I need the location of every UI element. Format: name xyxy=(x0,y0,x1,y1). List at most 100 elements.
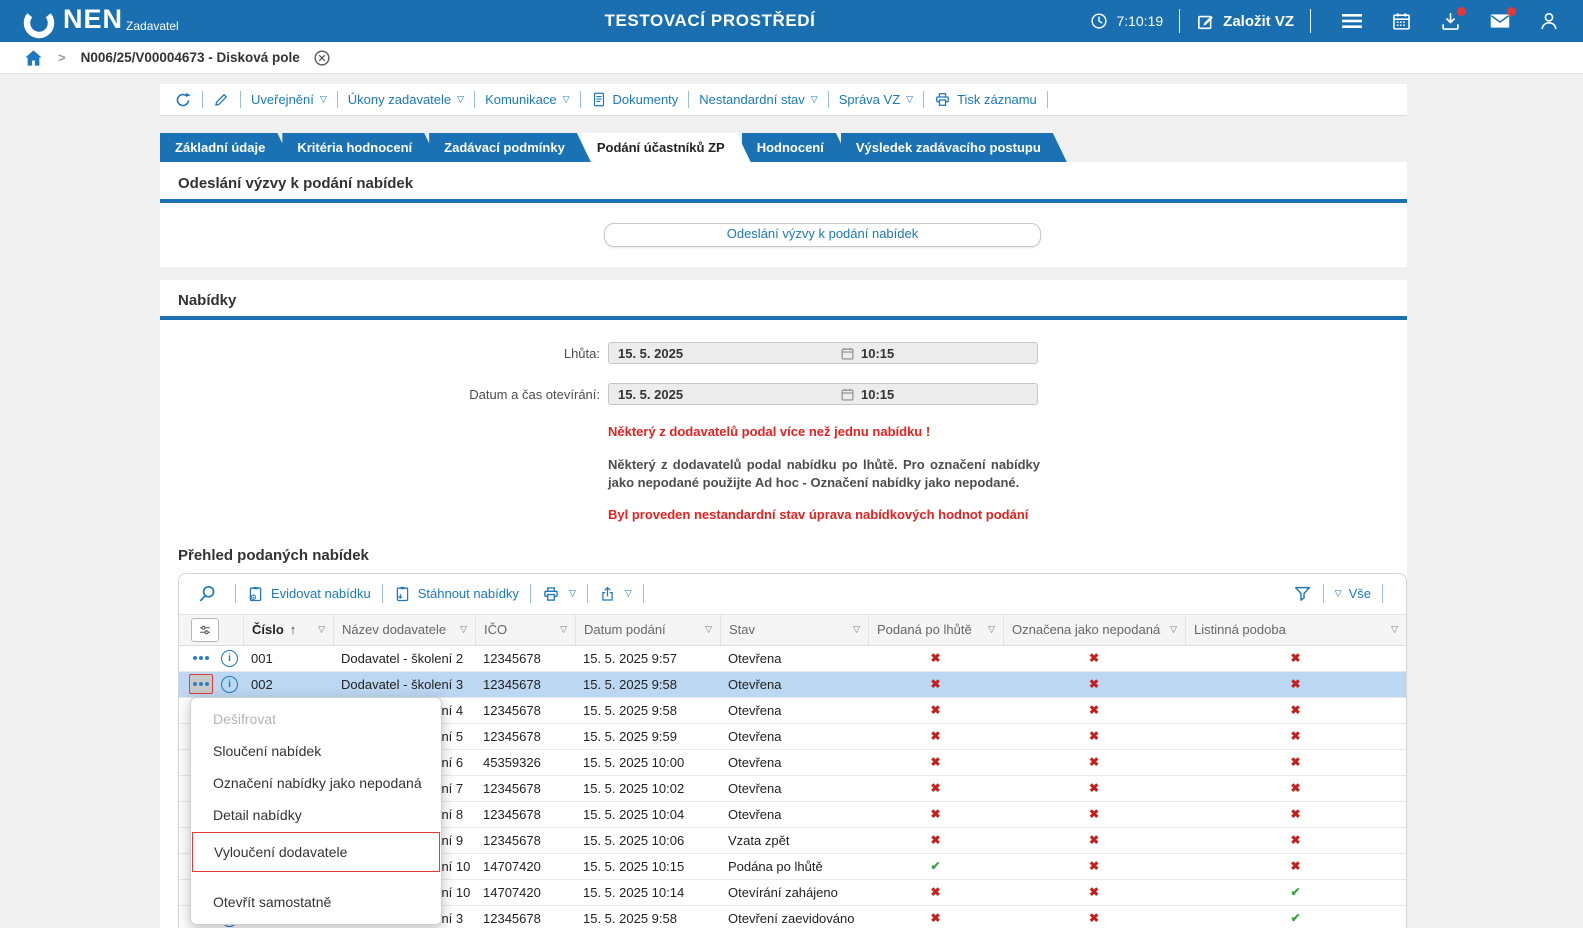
filter-all-select[interactable]: ▽ Vše xyxy=(1334,586,1371,602)
dropdown-triangle-icon[interactable]: ▽ xyxy=(1170,624,1177,635)
datetime-input[interactable]: 15. 5. 2025 10:15 xyxy=(608,383,1038,405)
toolbar-item[interactable]: Úkony zadavatele ▽ xyxy=(348,91,485,108)
dropdown-triangle-icon: ▽ xyxy=(562,94,570,104)
row-actions-button[interactable] xyxy=(189,648,213,668)
record-toolbar: Uveřejnění ▽ Úkony zadavatele ▽ xyxy=(160,84,1407,116)
register-bid-button[interactable]: Evidovat nabídku xyxy=(247,585,371,603)
column-header-cislo[interactable]: Číslo ↑ ▽ xyxy=(243,614,333,645)
section-bids: Nabídky Lhůta: 15. 5. 2025 10:15 xyxy=(160,280,1407,928)
toolbar-item[interactable]: Nestandardní stav ▽ xyxy=(699,91,838,108)
datetime-input[interactable]: 15. 5. 2025 10:15 xyxy=(608,342,1038,364)
cell-listinna-mark: ✔ xyxy=(1290,885,1301,900)
tab[interactable]: Kritéria hodnocení xyxy=(282,133,438,162)
row-info-icon[interactable]: i xyxy=(221,649,238,667)
dropdown-triangle-icon[interactable]: ▽ xyxy=(560,624,567,635)
table-row[interactable]: i 002 Dodavatel - školení 3 12345678 15.… xyxy=(179,671,1406,698)
time-value: 10:15 xyxy=(861,386,895,402)
print-table-button[interactable]: ▽ xyxy=(542,585,576,603)
context-menu-item[interactable]: Vyloučení dodavatele xyxy=(192,832,440,872)
column-header-datum[interactable]: Datum podání ▽ xyxy=(575,614,720,645)
header-divider xyxy=(1179,9,1181,33)
cell-po-lhute-mark: ✖ xyxy=(930,781,941,796)
calendar-icon[interactable] xyxy=(1391,11,1412,32)
cell-po-lhute-mark: ✖ xyxy=(930,729,941,744)
refresh-icon[interactable] xyxy=(174,91,192,109)
date-value: 15. 5. 2025 xyxy=(618,345,684,361)
cell-po-lhute-mark: ✖ xyxy=(930,651,941,666)
column-header-po-lhute[interactable]: Podaná po lhůtě ▽ xyxy=(868,614,1003,645)
edit-record-icon[interactable] xyxy=(213,91,230,108)
column-header-stav[interactable]: Stav ▽ xyxy=(720,614,868,645)
column-header-nazev[interactable]: Název dodavatele ▽ xyxy=(333,614,475,645)
dropdown-triangle-icon[interactable]: ▽ xyxy=(460,624,467,635)
messages-icon[interactable] xyxy=(1489,7,1516,31)
cell-listinna-mark: ✖ xyxy=(1290,755,1301,770)
cell-stav: Otevřena xyxy=(728,754,782,770)
tab[interactable]: Zadávací podmínky xyxy=(429,133,591,162)
toolbar-item[interactable]: Tisk záznamu ▽ xyxy=(934,91,1058,108)
column-header-nepodana[interactable]: Označena jako nepodaná ▽ xyxy=(1003,614,1185,645)
row-info-icon[interactable]: i xyxy=(221,675,238,693)
tab[interactable]: Základní údaje xyxy=(160,133,291,162)
column-settings-cell xyxy=(179,615,243,645)
dropdown-triangle-icon[interactable]: ▽ xyxy=(853,624,860,635)
header-actions: 7:10:19 Založit VZ xyxy=(1076,0,1573,42)
toolbar-item[interactable]: Uveřejnění ▽ xyxy=(251,91,348,108)
create-vz-button[interactable]: Založit VZ xyxy=(1196,12,1294,31)
toolbar-item[interactable]: Komunikace ▽ xyxy=(485,91,590,108)
tab[interactable]: Hodnocení xyxy=(742,133,850,162)
toolbar-item[interactable]: Správa VZ ▽ xyxy=(839,91,934,108)
menu-hamburger-icon[interactable] xyxy=(1341,12,1363,30)
context-menu-item[interactable]: Sloučení nabídek xyxy=(213,743,322,759)
user-profile-icon[interactable] xyxy=(1539,11,1559,31)
table-header-row: Číslo ↑ ▽ Název dodavatele ▽ IČO ▽ Datum… xyxy=(179,613,1406,646)
search-icon[interactable] xyxy=(197,584,217,604)
tab[interactable]: Výsledek zadávacího postupu xyxy=(841,133,1067,162)
send-invitation-button[interactable]: Odeslání výzvy k podání nabídek xyxy=(604,223,1041,247)
context-menu-item[interactable]: Detail nabídky xyxy=(213,807,302,823)
table-row[interactable]: i 001 Dodavatel - školení 2 12345678 15.… xyxy=(179,646,1406,672)
export-button[interactable]: ▽ xyxy=(599,585,632,603)
column-header-ico[interactable]: IČO ▽ xyxy=(475,614,575,645)
breadcrumb-item[interactable]: N006/25/V00004673 - Disková pole xyxy=(80,50,300,65)
context-menu-item[interactable]: Dešifrovat xyxy=(213,711,277,727)
record-content: Uveřejnění ▽ Úkony zadavatele ▽ xyxy=(160,84,1407,928)
toolbar-item[interactable]: Dokumenty ▽ xyxy=(591,91,700,108)
dropdown-triangle-icon: ▽ xyxy=(624,588,632,599)
cell-nepodana-mark: ✖ xyxy=(1088,859,1100,874)
nen-logo[interactable]: NEN Zadavatel xyxy=(22,2,179,40)
cell-po-lhute-mark: ✖ xyxy=(930,885,941,900)
tab[interactable]: Podání účastníků ZP xyxy=(582,133,751,162)
section-invitation: Odeslání výzvy k podání nabídek Odeslání… xyxy=(160,162,1407,267)
close-record-icon[interactable] xyxy=(313,49,331,67)
row-actions-button[interactable] xyxy=(189,674,213,695)
cell-ico: 14707420 xyxy=(483,884,541,900)
column-settings-icon[interactable] xyxy=(191,617,219,642)
column-header-listinna[interactable]: Listinná podoba ▽ xyxy=(1185,614,1406,645)
toolbar-divider xyxy=(1046,91,1048,108)
edit-icon xyxy=(1198,15,1214,29)
dropdown-triangle-icon[interactable]: ▽ xyxy=(705,624,712,635)
date-value: 15. 5. 2025 xyxy=(618,386,684,402)
header-divider xyxy=(1310,9,1311,33)
section-rule xyxy=(160,199,1407,203)
dropdown-triangle-icon: ▽ xyxy=(810,94,818,104)
field-row: Lhůta: 15. 5. 2025 10:15 xyxy=(160,342,1407,364)
bids-table-card: Evidovat nabídku Stáhnout nabídky xyxy=(178,572,1407,928)
download-bids-button[interactable]: Stáhnout nabídky xyxy=(394,585,519,603)
toolbar-divider xyxy=(381,584,383,604)
home-icon[interactable] xyxy=(24,49,43,67)
context-menu-item[interactable]: Označení nabídky jako nepodaná xyxy=(213,775,422,791)
dropdown-triangle-icon[interactable]: ▽ xyxy=(988,624,995,635)
cell-ico: 12345678 xyxy=(483,650,541,666)
toolbar-divider xyxy=(642,584,644,604)
dropdown-triangle-icon[interactable]: ▽ xyxy=(318,624,325,635)
filter-icon[interactable] xyxy=(1293,584,1312,603)
cell-cislo: 001 xyxy=(251,650,273,666)
dropdown-triangle-icon[interactable]: ▽ xyxy=(1391,624,1398,635)
toolbar-divider xyxy=(336,91,338,108)
downloads-icon[interactable] xyxy=(1440,6,1466,32)
warning-nonstandard-state: Byl proveden nestandardní stav úprava na… xyxy=(608,506,1029,522)
messages-badge xyxy=(1507,7,1516,16)
context-menu-item[interactable]: Otevřít samostatně xyxy=(213,894,332,910)
